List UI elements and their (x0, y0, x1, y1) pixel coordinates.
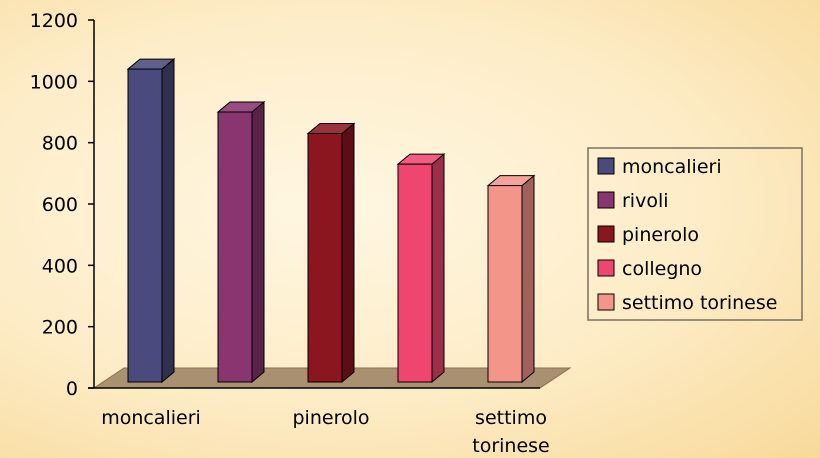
legend-swatch (597, 293, 615, 311)
bar-side-pinerolo (341, 122, 355, 384)
legend-label: pinerolo (622, 224, 699, 246)
bar-collegno (397, 163, 433, 383)
legend-swatch (597, 191, 615, 209)
y-tick-label: 600 (42, 194, 78, 216)
bar-side-rivoli (251, 100, 265, 384)
x-tick-label: moncalieri (101, 407, 201, 429)
bar-side-settimo-torinese (521, 174, 535, 384)
bar-side-moncalieri (161, 57, 175, 384)
y-tick-label: 200 (42, 317, 78, 339)
legend-swatch (597, 157, 615, 175)
bar-settimo-torinese (487, 185, 523, 383)
bar-pinerolo (307, 132, 343, 383)
x-tick-label: torinese (472, 435, 549, 457)
legend-swatch (597, 225, 615, 243)
legend-label: settimo torinese (622, 292, 777, 314)
y-tick-label: 0 (66, 378, 78, 400)
legend-label: collegno (622, 258, 702, 280)
y-tick-label: 800 (42, 133, 78, 155)
bar-moncalieri (127, 68, 163, 383)
legend-label: moncalieri (622, 156, 722, 178)
legend-label: rivoli (622, 190, 669, 212)
y-tick-label: 1000 (30, 71, 78, 93)
legend-box (587, 147, 803, 321)
legend-swatch (597, 259, 615, 277)
bar-side-collegno (431, 153, 445, 384)
x-tick-label: settimo (475, 407, 547, 429)
x-tick-label: pinerolo (293, 407, 370, 429)
y-tick-label: 1200 (30, 10, 78, 32)
bar-rivoli (217, 111, 253, 383)
y-tick-label: 400 (42, 255, 78, 277)
